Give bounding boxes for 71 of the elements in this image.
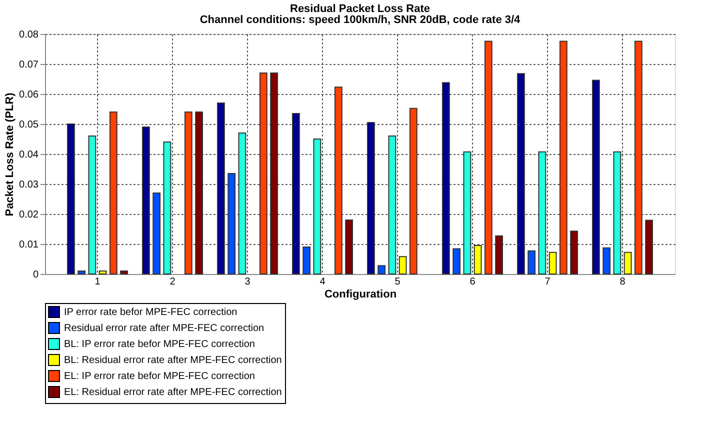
bar [398,256,407,274]
y-tick-label: 0.08 [19,30,39,40]
bar [228,173,236,274]
bar [517,73,525,274]
bar [195,112,203,274]
bar [592,80,600,274]
bar [613,151,622,274]
x-tick-label: 1 [94,276,101,288]
y-tick-label: 0.07 [19,60,39,70]
y-tick-label: 0 [32,270,39,280]
y-tick-label: 0.03 [19,180,39,190]
y-axis-title: Packet Loss Rate (PLR) [4,92,16,216]
bar [495,235,503,274]
legend-label: Residual error rate after MPE-FEC correction [64,323,264,334]
bar [378,265,386,274]
bar [238,132,246,274]
bar [163,142,172,274]
bar [538,151,546,274]
bar [645,220,653,274]
bar [334,86,342,274]
x-tick-label: 8 [620,276,626,288]
bar [484,40,492,274]
x-axis-title: Configuration [324,288,397,300]
bar [548,252,557,274]
bar [313,138,322,274]
x-tick-label: 6 [470,276,476,288]
y-tick-label: 0.01 [19,240,39,250]
y-tick-label: 0.06 [19,90,39,100]
bar [388,136,396,274]
bar [559,40,568,274]
legend-label: BL: Residual error rate after MPE-FEC correction [64,355,282,366]
x-tick-label: 4 [320,276,326,288]
legend-label: IP error rate befor MPE-FEC correction [64,307,238,318]
legend-label: EL: IP error rate befor MPE-FEC correction [64,371,255,382]
bar [602,247,611,274]
bar [98,270,107,274]
bar [528,250,536,274]
y-tick-label: 0.04 [19,150,39,160]
bar [217,102,225,274]
bar [67,124,75,274]
x-tick-label: 3 [244,276,251,288]
bar [120,270,128,274]
bar [270,72,278,274]
bar [634,40,642,274]
bar [452,248,461,274]
chart-title: Residual Packet Loss Rate [290,3,430,15]
bar [624,252,632,274]
bar [184,112,192,274]
bar [302,246,311,274]
bar [142,126,150,274]
bar [463,151,472,274]
legend-label: EL: Residual error rate after MPE-FEC correction [64,387,282,398]
x-tick-label: 2 [170,276,176,288]
bar [442,82,450,274]
x-tick-label: 7 [544,276,551,288]
bar [78,270,86,274]
bar [88,136,96,274]
y-tick-label: 0.05 [19,120,39,130]
bar [259,72,268,274]
bar [409,108,418,274]
bar [367,122,375,274]
bar [570,230,578,274]
bar [152,192,161,274]
bar [474,245,482,274]
bar [292,113,300,274]
x-tick-label: 5 [394,276,401,288]
bar [109,112,118,274]
chart-subtitle: Channel conditions: speed 100km/h, SNR 20dB, code rate 3/4 [200,14,522,26]
y-tick-label: 0.02 [19,210,39,220]
legend-label: BL: IP error rate befor MPE-FEC correction [64,339,255,350]
bar [345,220,353,274]
